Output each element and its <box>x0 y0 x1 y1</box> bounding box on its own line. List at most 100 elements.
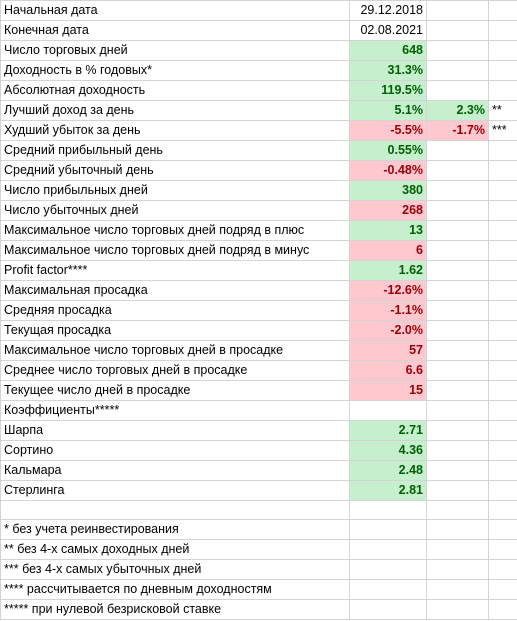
empty-cell[interactable] <box>488 559 517 580</box>
row-label-cell[interactable]: Доходность в % годовых* <box>0 60 350 81</box>
row-label-cell[interactable]: Максимальная просадка <box>0 280 350 301</box>
row-value-cell[interactable]: 380 <box>349 180 427 201</box>
row-value-cell[interactable]: 02.08.2021 <box>349 20 427 41</box>
row-label-cell[interactable]: Средняя просадка <box>0 300 350 321</box>
row-extra-cell[interactable] <box>426 40 489 61</box>
row-label-cell[interactable]: Среднее число торговых дней в просадке <box>0 360 350 381</box>
row-value-cell[interactable]: 0.55% <box>349 140 427 161</box>
row-label-cell[interactable]: Лучший доход за день <box>0 100 350 121</box>
row-label-cell[interactable]: Стерлинга <box>0 480 350 501</box>
row-extra-cell[interactable] <box>426 500 489 520</box>
row-value-cell[interactable]: 57 <box>349 340 427 361</box>
row-mark-cell[interactable] <box>488 500 517 520</box>
row-label-cell[interactable]: Максимальное число торговых дней подряд … <box>0 240 350 261</box>
empty-cell[interactable] <box>426 559 489 580</box>
row-mark-cell[interactable] <box>488 340 517 361</box>
row-value-cell[interactable]: 2.48 <box>349 460 427 481</box>
row-value-cell[interactable]: 6.6 <box>349 360 427 381</box>
row-value-cell[interactable]: 4.36 <box>349 440 427 461</box>
row-value-cell[interactable]: 2.81 <box>349 480 427 501</box>
row-mark-cell[interactable] <box>488 140 517 161</box>
row-label-cell[interactable]: Сортино <box>0 440 350 461</box>
row-mark-cell[interactable] <box>488 380 517 401</box>
row-extra-cell[interactable] <box>426 480 489 501</box>
row-value-cell[interactable]: 15 <box>349 380 427 401</box>
row-value-cell[interactable] <box>349 500 427 520</box>
row-value-cell[interactable]: -12.6% <box>349 280 427 301</box>
row-mark-cell[interactable] <box>488 40 517 61</box>
row-label-cell[interactable]: Худший убыток за день <box>0 120 350 141</box>
row-extra-cell[interactable]: 2.3% <box>426 100 489 121</box>
row-label-cell[interactable]: Коэффициенты***** <box>0 400 350 421</box>
row-mark-cell[interactable] <box>488 480 517 501</box>
row-extra-cell[interactable] <box>426 80 489 101</box>
row-mark-cell[interactable] <box>488 240 517 261</box>
row-value-cell[interactable]: -2.0% <box>349 320 427 341</box>
row-mark-cell[interactable] <box>488 180 517 201</box>
row-extra-cell[interactable] <box>426 220 489 241</box>
row-mark-cell[interactable] <box>488 220 517 241</box>
row-mark-cell[interactable] <box>488 440 517 461</box>
row-mark-cell[interactable] <box>488 200 517 221</box>
row-extra-cell[interactable] <box>426 160 489 181</box>
row-label-cell[interactable]: Максимальное число торговых дней в проса… <box>0 340 350 361</box>
row-extra-cell[interactable] <box>426 300 489 321</box>
row-extra-cell[interactable] <box>426 380 489 401</box>
empty-cell[interactable] <box>426 539 489 560</box>
row-mark-cell[interactable] <box>488 360 517 381</box>
row-value-cell[interactable]: 6 <box>349 240 427 261</box>
row-value-cell[interactable] <box>349 400 427 421</box>
row-mark-cell[interactable] <box>488 400 517 421</box>
row-value-cell[interactable]: 1.62 <box>349 260 427 281</box>
row-extra-cell[interactable] <box>426 200 489 221</box>
row-value-cell[interactable]: 31.3% <box>349 60 427 81</box>
row-extra-cell[interactable] <box>426 420 489 441</box>
row-extra-cell[interactable] <box>426 400 489 421</box>
row-label-cell[interactable]: Максимальное число торговых дней подряд … <box>0 220 350 241</box>
row-label-cell[interactable] <box>0 500 350 520</box>
row-value-cell[interactable]: 648 <box>349 40 427 61</box>
empty-cell[interactable] <box>488 599 517 620</box>
row-value-cell[interactable]: -5.5% <box>349 120 427 141</box>
footnote-cell[interactable]: ** без 4-х самых доходных дней <box>0 539 350 560</box>
row-label-cell[interactable]: Текущая просадка <box>0 320 350 341</box>
row-mark-cell[interactable] <box>488 420 517 441</box>
row-extra-cell[interactable] <box>426 340 489 361</box>
row-mark-cell[interactable] <box>488 80 517 101</box>
row-mark-cell[interactable] <box>488 20 517 41</box>
empty-cell[interactable] <box>349 559 427 580</box>
empty-cell[interactable] <box>488 579 517 600</box>
row-extra-cell[interactable] <box>426 260 489 281</box>
footnote-cell[interactable]: ***** при нулевой безрисковой ставке <box>0 599 350 620</box>
row-label-cell[interactable]: Число прибыльных дней <box>0 180 350 201</box>
empty-cell[interactable] <box>349 599 427 620</box>
row-value-cell[interactable]: 29.12.2018 <box>349 0 427 21</box>
row-extra-cell[interactable] <box>426 460 489 481</box>
row-extra-cell[interactable] <box>426 180 489 201</box>
empty-cell[interactable] <box>426 599 489 620</box>
row-label-cell[interactable]: Profit factor**** <box>0 260 350 281</box>
row-extra-cell[interactable] <box>426 140 489 161</box>
row-label-cell[interactable]: Средний убыточный день <box>0 160 350 181</box>
row-extra-cell[interactable] <box>426 280 489 301</box>
empty-cell[interactable] <box>426 579 489 600</box>
row-label-cell[interactable]: Начальная дата <box>0 0 350 21</box>
row-label-cell[interactable]: Конечная дата <box>0 20 350 41</box>
row-extra-cell[interactable] <box>426 0 489 21</box>
row-value-cell[interactable]: -1.1% <box>349 300 427 321</box>
row-mark-cell[interactable] <box>488 460 517 481</box>
row-label-cell[interactable]: Кальмара <box>0 460 350 481</box>
row-mark-cell[interactable] <box>488 300 517 321</box>
row-extra-cell[interactable] <box>426 60 489 81</box>
row-value-cell[interactable]: 2.71 <box>349 420 427 441</box>
row-mark-cell[interactable] <box>488 60 517 81</box>
row-mark-cell[interactable] <box>488 160 517 181</box>
row-mark-cell[interactable] <box>488 320 517 341</box>
row-label-cell[interactable]: Число убыточных дней <box>0 200 350 221</box>
row-extra-cell[interactable]: -1.7% <box>426 120 489 141</box>
footnote-cell[interactable]: **** рассчитывается по дневным доходност… <box>0 579 350 600</box>
empty-cell[interactable] <box>349 519 427 540</box>
row-value-cell[interactable]: 268 <box>349 200 427 221</box>
row-mark-cell[interactable]: *** <box>488 120 517 141</box>
empty-cell[interactable] <box>488 519 517 540</box>
